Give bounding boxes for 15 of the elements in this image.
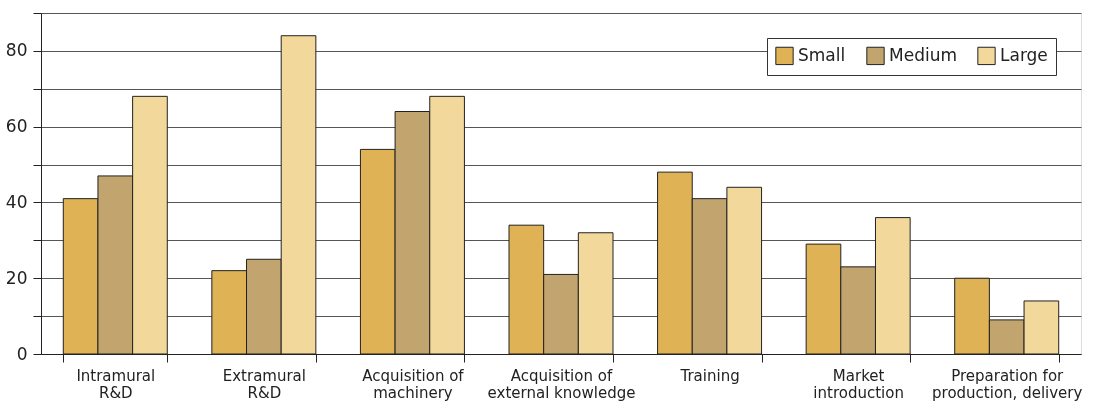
legend-label: Small — [798, 44, 846, 65]
x-tick-label: Acquisition of machinery — [362, 366, 465, 402]
x-tick-label: Market introduction — [813, 366, 904, 402]
legend-label: Medium — [889, 44, 957, 65]
x-tick-label: Preparation for production, delivery — [932, 366, 1083, 402]
y-tick-label: 80 — [5, 40, 28, 61]
y-tick-label: 60 — [5, 116, 28, 137]
x-tick-label: Extramural R&D — [222, 366, 306, 402]
y-tick-label: 40 — [5, 191, 28, 212]
y-tick-label: 0 — [16, 343, 28, 364]
x-tick-label: Intramural R&D — [76, 366, 156, 402]
y-tick-label: 20 — [5, 267, 28, 288]
x-tick-label: Acquisition of external knowledge — [487, 366, 636, 402]
legend-label: Large — [1000, 44, 1048, 65]
x-tick-label: Training — [679, 366, 740, 385]
